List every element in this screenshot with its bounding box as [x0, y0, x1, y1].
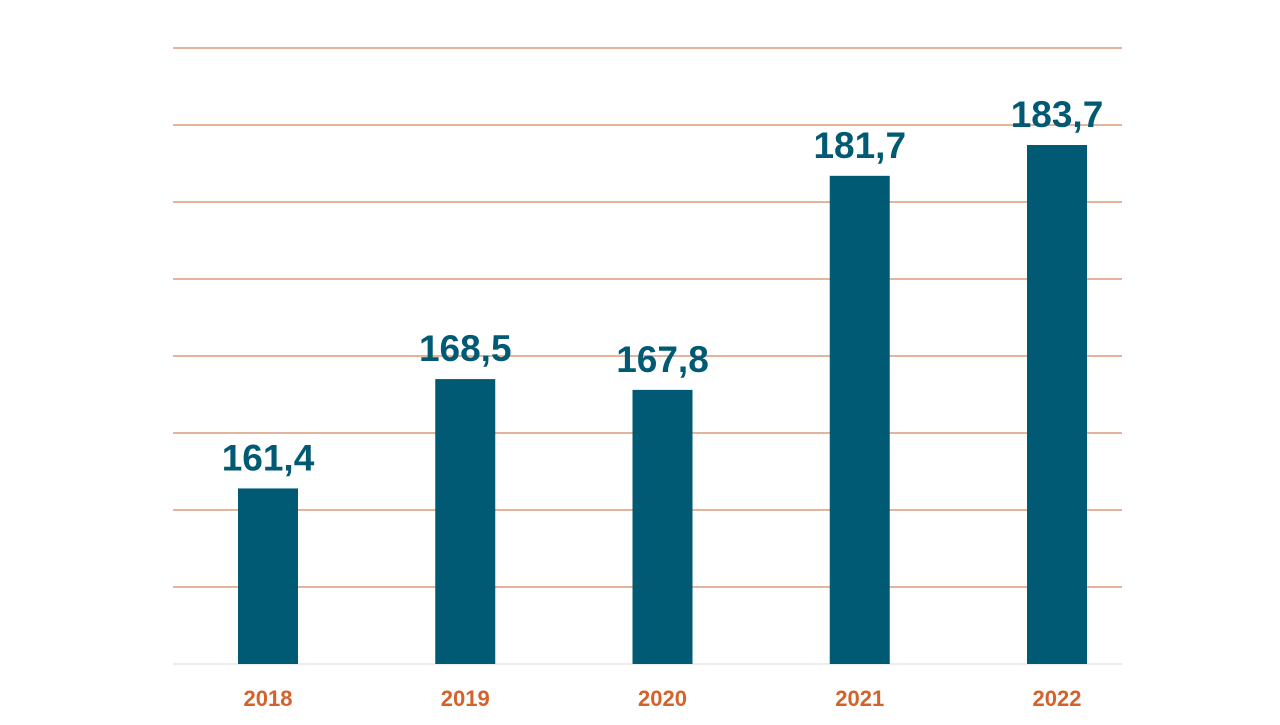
bar-2021 — [829, 175, 890, 664]
x-tick-label-2022: 2022 — [1033, 686, 1082, 711]
x-tick-label-2018: 2018 — [244, 686, 293, 711]
value-label-2022: 183,7 — [1011, 94, 1104, 135]
x-tick-label-2020: 2020 — [638, 686, 687, 711]
x-tick-label-2019: 2019 — [441, 686, 490, 711]
x-tick-label-2021: 2021 — [835, 686, 884, 711]
value-label-2021: 181,7 — [813, 125, 906, 166]
bar-2020 — [632, 389, 693, 664]
value-labels: 161,4 168,5 167,8 181,7 183,7 — [222, 94, 1104, 478]
bar-2019 — [435, 379, 496, 664]
bar-2018 — [238, 488, 298, 664]
x-axis-tick-labels: 2018 2019 2020 2021 2022 — [244, 686, 1082, 711]
value-label-2018: 161,4 — [222, 437, 315, 478]
value-label-2020: 167,8 — [616, 339, 709, 380]
bar-2022 — [1027, 145, 1087, 664]
value-label-2019: 168,5 — [419, 328, 512, 369]
bars — [238, 145, 1087, 664]
